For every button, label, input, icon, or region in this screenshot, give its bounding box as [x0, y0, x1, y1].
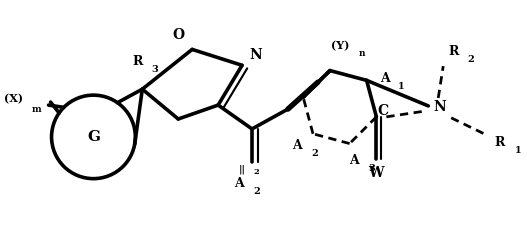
Text: 2: 2	[311, 149, 318, 158]
Text: R: R	[495, 136, 505, 149]
Text: R: R	[448, 45, 458, 58]
Text: 1: 1	[515, 146, 521, 155]
Text: N: N	[434, 100, 446, 114]
Text: R: R	[132, 55, 142, 68]
Text: (X): (X)	[4, 94, 23, 105]
Text: W: W	[368, 165, 384, 179]
Text: G: G	[87, 130, 100, 144]
Text: m: m	[32, 105, 42, 114]
Text: C: C	[378, 104, 389, 118]
Text: A: A	[349, 154, 358, 167]
Text: (Y): (Y)	[331, 40, 349, 51]
Text: 1: 1	[398, 82, 405, 91]
Text: O: O	[172, 28, 184, 42]
Text: 2: 2	[253, 168, 259, 176]
Text: 2: 2	[253, 187, 260, 196]
Text: 2: 2	[468, 55, 474, 64]
Text: N: N	[250, 48, 262, 62]
Text: n: n	[359, 49, 365, 58]
Text: A: A	[234, 177, 244, 190]
Text: A: A	[292, 139, 302, 152]
Text: 3: 3	[151, 65, 158, 74]
Text: A: A	[379, 72, 389, 85]
Text: 3: 3	[368, 164, 375, 173]
Text: ||: ||	[239, 165, 246, 174]
